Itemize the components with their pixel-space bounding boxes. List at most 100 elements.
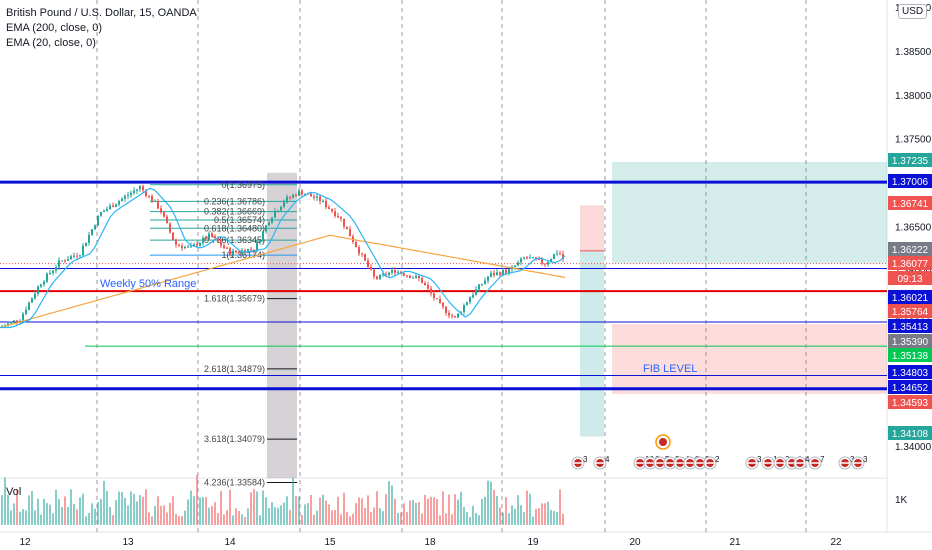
price-tag-bg [888,242,932,256]
volume-bar [400,512,402,525]
volume-bar [262,490,264,525]
candle-body [121,198,123,202]
candle-body [202,237,204,244]
price-tag-bg [888,196,932,210]
volume-bar [523,512,525,525]
currency-button[interactable]: USD [898,4,928,19]
volume-bar [457,499,459,525]
volume-bar [355,503,357,525]
economic-event-icon[interactable]: 1 [761,455,778,470]
economic-event-icon[interactable]: 3 [745,455,762,470]
volume-bar [133,493,135,525]
fib-label: 0.382(1.36669) [204,207,265,217]
candle-body [319,196,321,202]
candle-body [391,269,393,273]
price-tag-text: 1.36741 [892,199,929,210]
volume-bar [562,513,564,525]
fib-label: 3.618(1.34079) [204,434,265,444]
volume-bar [10,510,12,525]
candle-body [184,246,186,249]
volume-bar [415,502,417,525]
volume-bar [175,514,177,525]
volume-bar [244,516,246,525]
candle-body [541,259,543,264]
price-tag-text: 1.34803 [892,368,929,379]
ema200-legend[interactable]: EMA (200, close, 0) [6,22,102,34]
candle-body [370,266,372,270]
economic-event-icon[interactable]: 4 [593,455,610,470]
volume-bar [349,516,351,525]
ema20-legend[interactable]: EMA (20, close, 0) [6,37,96,49]
candle-body [106,208,108,211]
candle-body [103,210,105,213]
candle-body [529,257,531,259]
candle-body [133,190,135,193]
candle-body [280,206,282,211]
volume-bar [166,512,168,525]
economic-event-icon[interactable]: 4 [793,455,810,470]
fib-label: 2.618(1.34879) [204,364,265,374]
candle-body [289,196,291,198]
volume-bar [268,507,270,525]
price-tag: 1.35138 [888,348,932,362]
volume-bar [127,505,129,525]
candle-body [472,294,474,298]
symbol-title[interactable]: British Pound / U.S. Dollar, 15, OANDA [6,7,197,19]
volume-bar [475,512,477,525]
volume-bar [43,498,45,525]
volume-bar [118,491,120,525]
volume-bar [277,507,279,525]
volume-bar [94,508,96,525]
candle-body [301,190,303,195]
candle-body [283,202,285,207]
candle-body [52,270,54,273]
volume-bar [103,480,105,525]
volume-bar [304,504,306,525]
candle-body [355,241,357,248]
volume-bar [178,516,180,525]
candle-body [31,298,33,303]
candle-body [97,215,99,226]
fib-label: 1.618(1.35679) [204,294,265,304]
volume-bar [1,495,3,525]
economic-event-icon[interactable]: 3 [851,455,868,470]
volume-bar [541,503,543,525]
candle-body [532,257,534,259]
time-tick: 20 [629,537,641,548]
candle-body [175,240,177,245]
volume-bar [334,510,336,525]
economic-event-icon[interactable]: 7 [808,455,825,470]
economic-event-icon[interactable]: 3 [838,455,855,470]
volume-bar [370,512,372,525]
volume-bar [85,516,87,525]
volume-bar [538,508,540,525]
volume-bar [328,504,330,525]
volume-bar [469,516,471,525]
volume-bar [316,510,318,525]
volume-bar [436,499,438,525]
candle-body [379,274,381,279]
candle-body [262,231,264,241]
economic-event-icon[interactable]: 5 [653,455,670,470]
volume-bar [136,501,138,525]
economic-event-icon[interactable]: 3 [571,455,588,470]
volume-bar [181,516,183,525]
volume-bar [307,503,309,525]
fib-level-text: FIB LEVEL [643,363,697,375]
candle-body [382,273,384,275]
volume-bar [463,507,465,525]
economic-event-icon[interactable]: 2 [703,455,720,470]
price-tag-bg [888,380,932,394]
volume-bar [169,502,171,525]
volume-bar [121,491,123,525]
volume-bar [49,504,51,525]
price-tag: 1.36021 [888,290,932,304]
volume-bar [151,516,153,525]
candle-body [328,207,330,209]
volume-bar [487,480,489,525]
volume-bar [7,495,9,525]
candle-body [457,313,459,318]
candle-body [496,272,498,276]
volume-bar [301,515,303,525]
